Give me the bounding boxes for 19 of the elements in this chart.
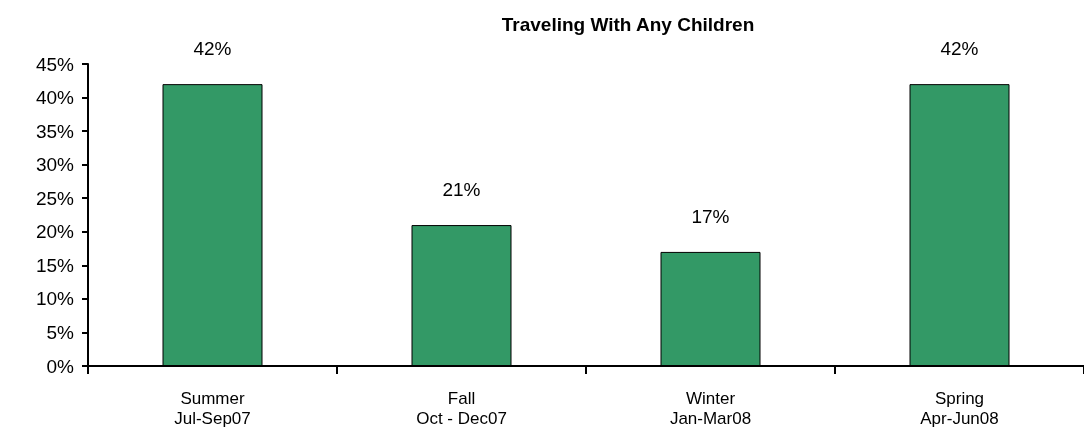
y-tick-label: 0% <box>46 355 75 377</box>
y-tick-label: 20% <box>35 221 75 243</box>
y-tick-label: 45% <box>35 53 75 75</box>
data-label: 42% <box>940 38 979 60</box>
chart-title: Traveling With Any Children <box>501 14 755 35</box>
y-tick-label: 25% <box>35 187 75 209</box>
y-tick-label: 35% <box>35 120 75 142</box>
data-label: 17% <box>691 205 730 227</box>
y-tick-label: 40% <box>35 87 75 109</box>
y-tick-label: 10% <box>35 288 75 310</box>
x-tick-label: Winter Jan-Mar08 <box>669 388 752 428</box>
y-tick-label: 30% <box>35 154 75 176</box>
y-tick-label: 15% <box>35 254 75 276</box>
x-tick-label: Spring Apr-Jun08 <box>920 388 999 428</box>
data-label: 42% <box>193 38 232 60</box>
y-tick-label: 5% <box>46 321 75 343</box>
x-tick-label: Summer Jul-Sep07 <box>174 388 251 428</box>
x-tick-label: Fall Oct - Dec07 <box>416 388 507 428</box>
data-label: 21% <box>442 179 481 201</box>
